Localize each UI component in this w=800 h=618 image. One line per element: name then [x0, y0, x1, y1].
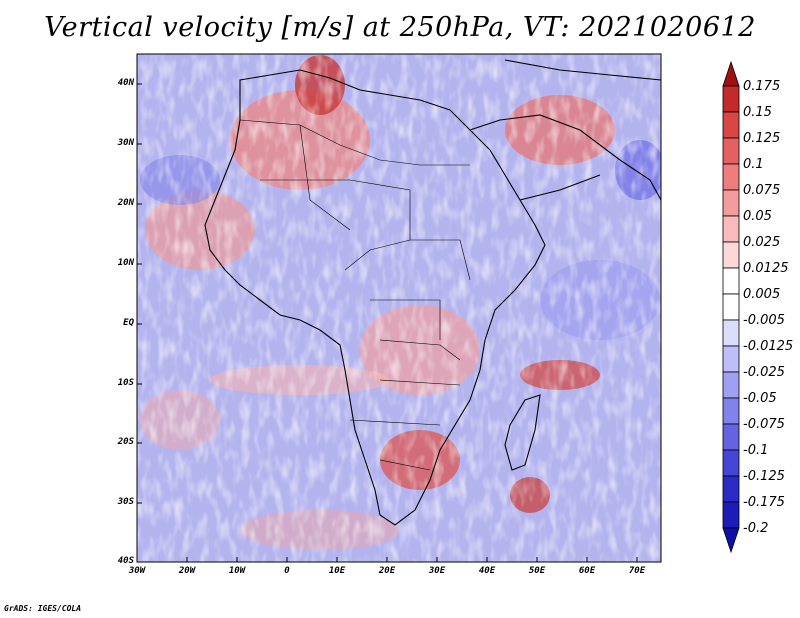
- lat-label: 30N: [117, 138, 134, 148]
- map-title: Vertical velocity [m/s] at 250hPa, VT: 2…: [44, 12, 756, 43]
- lon-label: 30E: [428, 566, 446, 576]
- colorbar-label: -0.075: [743, 417, 785, 432]
- colorbar-label: 0.175: [743, 79, 781, 94]
- lat-label: 10S: [117, 378, 134, 388]
- coastlines: [204, 59, 661, 526]
- lon-label: 20W: [178, 566, 196, 576]
- colorbar-label: 0.05: [743, 209, 772, 224]
- lat-label: 30S: [117, 497, 134, 507]
- axis-ticks: [137, 83, 638, 562]
- colorbar-label: -0.005: [743, 313, 785, 328]
- country-borders: [239, 119, 471, 471]
- lon-label: 30W: [128, 566, 146, 576]
- lat-label: 40S: [117, 556, 134, 566]
- colorbar-label: -0.025: [743, 365, 785, 380]
- colorbar-top-arrow: [722, 60, 740, 87]
- colorbar-label: -0.2: [743, 521, 769, 536]
- colorbar-label: 0.005: [743, 287, 781, 302]
- colorbar-label: 0.125: [743, 131, 781, 146]
- lon-label: 50E: [528, 566, 546, 576]
- colorbar-label: 0.075: [743, 183, 781, 198]
- colorbar-bottom-arrow: [722, 527, 740, 554]
- colorbar-label: 0.025: [743, 235, 781, 250]
- colorbar-label: -0.05: [743, 391, 777, 406]
- lat-label: EQ: [123, 318, 134, 328]
- lat-label: 40N: [117, 78, 134, 88]
- lat-label: 20S: [117, 437, 134, 447]
- colorbar-label: -0.125: [743, 469, 785, 484]
- lat-label: 20N: [117, 198, 134, 208]
- lon-label: 70E: [628, 566, 646, 576]
- colorbar: [722, 60, 740, 554]
- grads-credit: GrADS: IGES/COLA: [4, 604, 82, 613]
- lon-label: 60E: [578, 566, 596, 576]
- colorbar-label: -0.175: [743, 495, 785, 510]
- colorbar-label: 0.1: [743, 157, 764, 172]
- lat-label: 10N: [117, 258, 134, 268]
- colorbar-label: 0.15: [743, 105, 772, 120]
- lon-label: 0: [284, 566, 290, 576]
- lon-label: 40E: [478, 566, 496, 576]
- map-frame: [136, 53, 662, 563]
- colorbar-label: 0.0125: [743, 261, 789, 276]
- lon-label: 10W: [228, 566, 246, 576]
- velocity-field: [137, 54, 661, 562]
- lon-label: 20E: [378, 566, 396, 576]
- colorbar-label: -0.0125: [743, 339, 794, 354]
- colorbar-label: -0.1: [743, 443, 769, 458]
- lon-label: 10E: [328, 566, 346, 576]
